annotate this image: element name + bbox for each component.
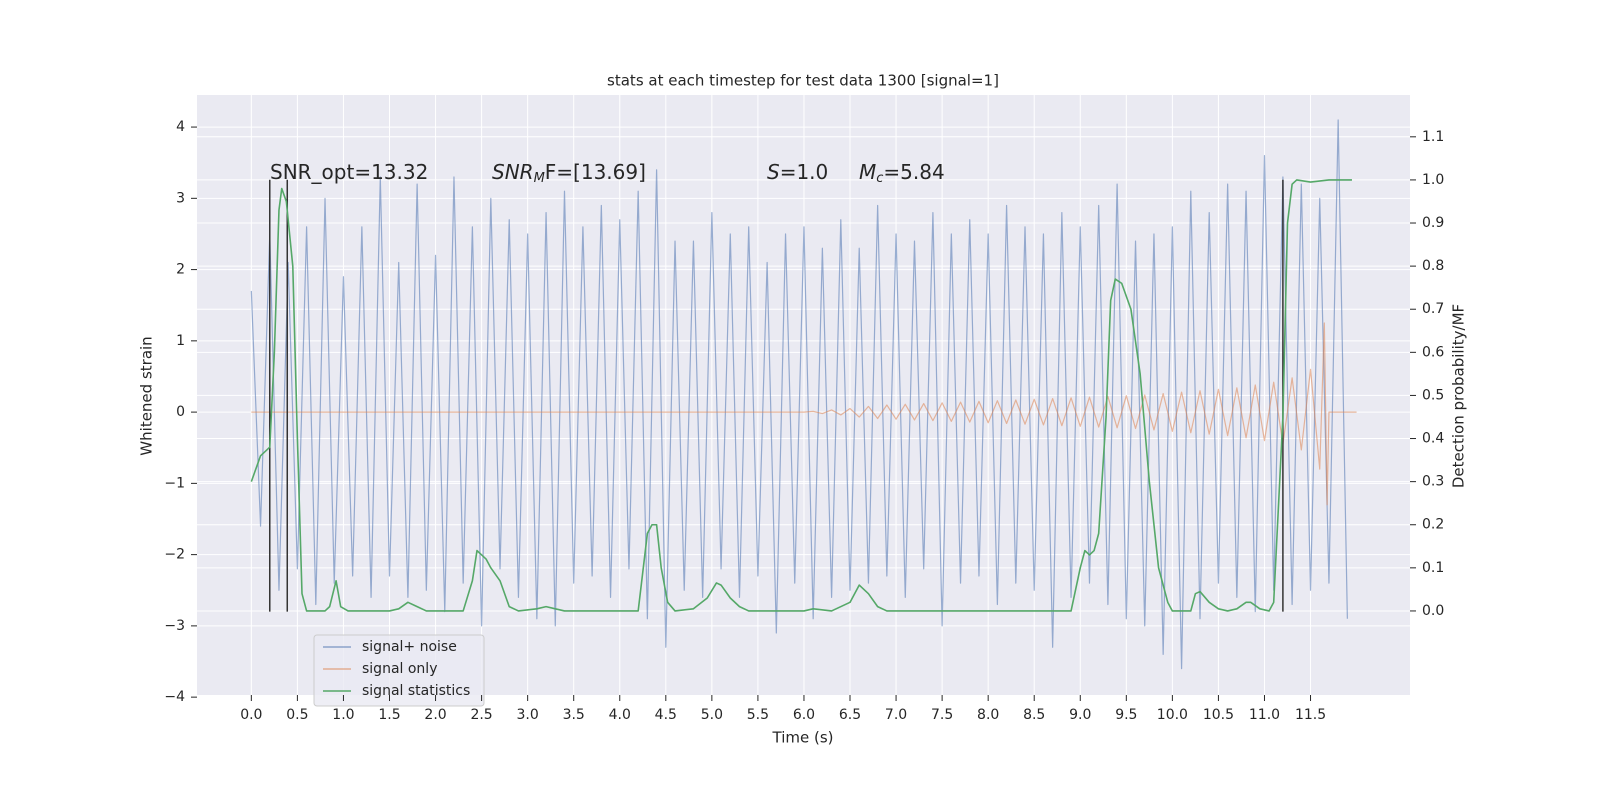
x-tick-label: 9.5 [1115, 707, 1137, 723]
x-tick-label: 9.0 [1069, 707, 1091, 723]
annotation-text: SNR_opt=13.32 [270, 160, 428, 184]
x-tick-label: 4.0 [609, 707, 631, 723]
x-tick-label: 1.0 [332, 707, 354, 723]
y2-tick-label: 0.0 [1422, 603, 1444, 619]
x-tick-label: 10.0 [1157, 707, 1188, 723]
series-line [250, 119, 1348, 670]
legend-box [313, 634, 485, 707]
x-tick-label: 2.0 [424, 707, 446, 723]
y2-tick-label: 0.4 [1422, 431, 1444, 447]
y-tick-label: −4 [164, 689, 185, 705]
annotation-text: S [767, 160, 780, 184]
y-tick-label: −1 [164, 475, 185, 491]
annotation-subscript: c [876, 171, 883, 186]
annotation: SNR_opt=13.32 [270, 160, 428, 184]
x-axis-label: Time (s) [772, 729, 834, 747]
y-axis-label: Whitened strain [138, 336, 156, 455]
legend: signal+ noise signal only signal statistic… [313, 634, 485, 707]
y-tick-label: −3 [164, 618, 185, 634]
x-tick-label: 3.5 [563, 707, 585, 723]
chart-title: stats at each timestep for test data 130… [607, 72, 999, 90]
annotation-text: =1.0 [780, 160, 829, 184]
annotation-text: F=[13.69] [545, 160, 646, 184]
x-tick-label: 3.0 [517, 707, 539, 723]
annotation: Mc=5.84 [859, 160, 945, 186]
annotation-text: M [859, 160, 876, 184]
x-tick-label: 10.5 [1203, 707, 1234, 723]
annotation: SNRMF=[13.69] [492, 160, 646, 186]
series-line [250, 179, 1352, 612]
y2-tick-label: 0.9 [1422, 215, 1444, 231]
y2-tick-label: 0.7 [1422, 301, 1444, 317]
x-tick-label: 6.0 [793, 707, 815, 723]
y-tick-label: −2 [164, 547, 185, 563]
y2-tick-label: 1.0 [1422, 172, 1444, 188]
y2-axis-label: Detection probability/MF [1450, 304, 1468, 488]
legend-label: signal+ noise [362, 639, 457, 655]
x-tick-label: 11.5 [1295, 707, 1326, 723]
annotation-subscript: M [534, 171, 545, 186]
x-tick-label: 7.0 [885, 707, 907, 723]
x-tick-label: 0.0 [240, 707, 262, 723]
y2-tick-label: 0.1 [1422, 560, 1444, 576]
annotation-text: SNR [492, 160, 534, 184]
x-tick-label: 0.5 [286, 707, 308, 723]
x-tick-label: 1.5 [378, 707, 400, 723]
x-tick-label: 11.0 [1249, 707, 1280, 723]
x-tick-label: 4.5 [655, 707, 677, 723]
x-tick-label: 2.5 [470, 707, 492, 723]
y-tick-label: 2 [176, 262, 185, 278]
x-tick-label: 8.5 [1023, 707, 1045, 723]
x-tick-label: 5.0 [701, 707, 723, 723]
series-line [251, 322, 1357, 506]
x-tick-label: 6.5 [839, 707, 861, 723]
legend-label: signal only [362, 661, 437, 677]
legend-label: signal statistics [362, 683, 470, 699]
y-tick-label: 0 [176, 404, 185, 420]
y-tick-label: 3 [176, 190, 185, 206]
y-tick-label: 1 [176, 333, 185, 349]
marks [250, 119, 1357, 670]
y2-tick-label: 0.6 [1422, 344, 1444, 360]
y2-tick-label: 0.3 [1422, 474, 1444, 490]
annotation-text: =5.84 [883, 160, 944, 184]
y2-tick-label: 0.8 [1422, 258, 1444, 274]
y2-tick-label: 0.2 [1422, 517, 1444, 533]
annotation: S=1.0 [767, 160, 828, 184]
x-tick-label: 8.0 [977, 707, 999, 723]
x-tick-label: 7.5 [931, 707, 953, 723]
y2-tick-label: 1.1 [1422, 129, 1444, 145]
y2-tick-label: 0.5 [1422, 387, 1444, 403]
x-tick-label: 5.5 [747, 707, 769, 723]
y-tick-label: 4 [176, 119, 185, 135]
